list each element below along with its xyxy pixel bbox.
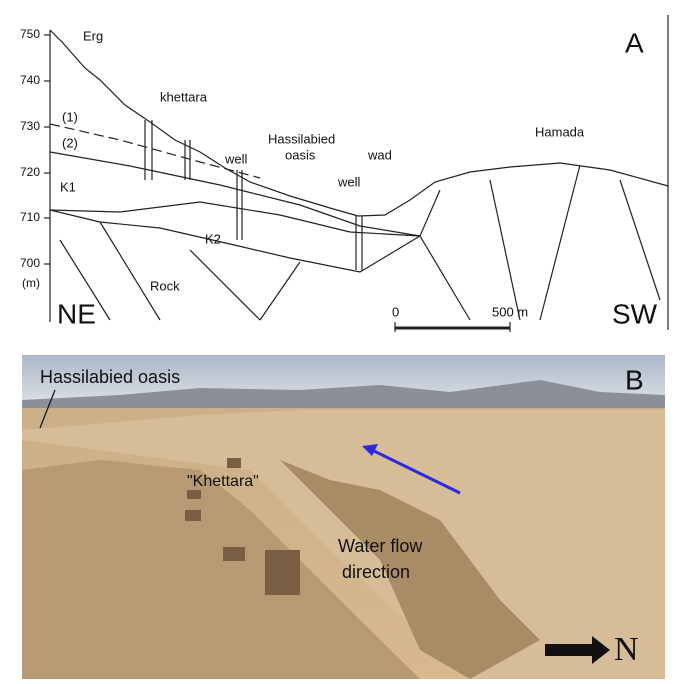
- tick-label: 710: [20, 210, 40, 224]
- page: 750 740 730 720 710 700 (m) Erg khettara…: [0, 0, 683, 684]
- annotation: (1): [62, 109, 78, 124]
- tick-label: 700: [20, 256, 40, 270]
- figure: 750 740 730 720 710 700 (m) Erg khettara…: [0, 0, 683, 679]
- annotation: Hassilabied oasis: [40, 367, 180, 387]
- direction-label: SW: [612, 298, 658, 329]
- axis-ticks: [44, 35, 50, 264]
- annotation: Water flow: [338, 536, 423, 556]
- scale-label: 500 m: [492, 304, 528, 319]
- well-shaft: [227, 458, 241, 468]
- annotation: K2: [205, 231, 221, 246]
- panel-a-labels: 750 740 730 720 710 700 (m) Erg khettara…: [20, 27, 658, 329]
- well-shaft: [223, 547, 245, 561]
- axis-unit: (m): [22, 276, 40, 290]
- tick-label: 720: [20, 165, 40, 179]
- annotation: "Khettara": [187, 473, 259, 490]
- annotation: (2): [62, 135, 78, 150]
- annotation: well: [224, 151, 248, 166]
- annotation: Rock: [150, 278, 180, 293]
- well-shaft: [265, 550, 300, 595]
- annotation: khettara: [160, 89, 208, 104]
- annotation: wad: [367, 147, 392, 162]
- tick-label: 740: [20, 73, 40, 87]
- scale-label: 0: [392, 304, 399, 319]
- annotation: oasis: [285, 147, 316, 162]
- well-shaft: [187, 490, 201, 499]
- panel-label: A: [625, 27, 644, 58]
- annotation: well: [337, 174, 361, 189]
- rock-boundary: [50, 190, 440, 272]
- annotation: direction: [342, 562, 410, 582]
- annotation: K1: [60, 179, 76, 194]
- panel-b: Hassilabied oasis "Khettara" Water flow …: [22, 355, 665, 679]
- panel-label: B: [625, 364, 644, 395]
- tick-label: 730: [20, 119, 40, 133]
- annotation: Erg: [83, 28, 103, 43]
- annotation: Hassilabied: [268, 131, 335, 146]
- north-label: N: [614, 631, 639, 668]
- annotation: Hamada: [535, 124, 585, 139]
- tick-label: 750: [20, 27, 40, 41]
- direction-label: NE: [57, 298, 96, 329]
- well-shaft: [185, 510, 201, 521]
